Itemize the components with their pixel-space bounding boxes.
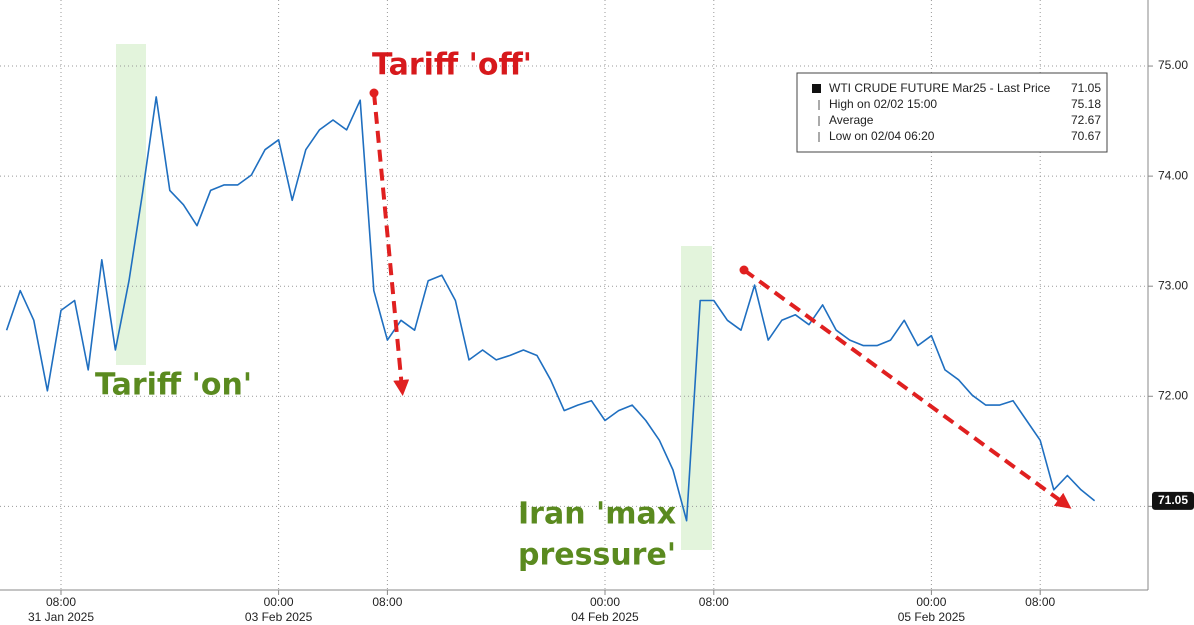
last-price-label: 71.05 <box>1158 493 1188 507</box>
x-tick-label: 00:00 <box>590 595 620 609</box>
annotation: Iran 'max <box>518 497 676 532</box>
annotation: pressure' <box>518 538 676 573</box>
legend-value: 72.67 <box>1071 113 1101 127</box>
legend-value: 71.05 <box>1071 81 1101 95</box>
x-tick-label: 00:00 <box>916 595 946 609</box>
last-price-badge <box>1152 491 1194 510</box>
legend-label: High on 02/02 15:00 <box>829 97 937 111</box>
x-tick-label: 08:00 <box>372 595 402 609</box>
x-date-label: 03 Feb 2025 <box>245 610 313 624</box>
annotation: Tariff 'on' <box>95 368 252 403</box>
arrow <box>742 268 1072 509</box>
y-tick-label: 73.00 <box>1158 278 1188 292</box>
legend-label: Average <box>829 113 874 127</box>
legend-swatch <box>812 84 821 93</box>
x-date-label: 31 Jan 2025 <box>28 610 94 624</box>
x-tick-label: 08:00 <box>1025 595 1055 609</box>
y-tick-label: 72.00 <box>1158 388 1188 402</box>
legend-label: Low on 02/04 06:20 <box>829 129 935 143</box>
legend-value: 70.67 <box>1071 129 1101 143</box>
legend-box <box>796 72 1108 153</box>
legend-value: 75.18 <box>1071 97 1101 111</box>
x-date-label: 05 Feb 2025 <box>898 610 966 624</box>
legend-label: WTI CRUDE FUTURE Mar25 - Last Price <box>829 81 1051 95</box>
y-tick-label: 75.00 <box>1158 58 1188 72</box>
price-line <box>5 96 1096 522</box>
y-tick-label: 74.00 <box>1158 168 1188 182</box>
x-tick-label: 08:00 <box>699 595 729 609</box>
x-tick-label: 00:00 <box>264 595 294 609</box>
arrow <box>372 92 410 396</box>
x-date-label: 04 Feb 2025 <box>571 610 639 624</box>
x-tick-label: 08:00 <box>46 595 76 609</box>
highlight-band <box>681 246 712 550</box>
annotation: Tariff 'off' <box>372 48 532 83</box>
